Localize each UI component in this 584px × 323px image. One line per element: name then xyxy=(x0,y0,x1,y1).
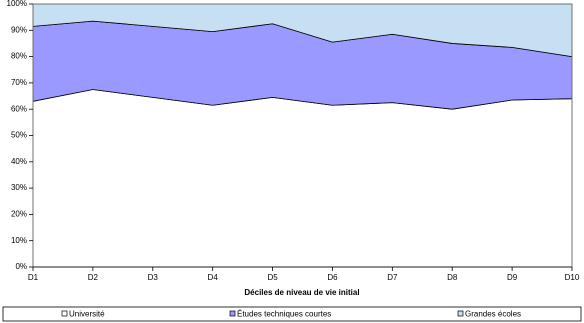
x-tick-label: D4 xyxy=(208,273,219,282)
legend-label: Université xyxy=(69,310,105,319)
area xyxy=(32,89,573,268)
y-tick-label: 60% xyxy=(11,104,27,113)
x-tick-label: D2 xyxy=(88,273,99,282)
x-tick-label: D9 xyxy=(507,273,518,282)
legend-swatch xyxy=(457,310,464,317)
y-tick-label: 50% xyxy=(11,131,27,140)
legend-box xyxy=(2,306,582,322)
legend-swatch xyxy=(61,310,68,317)
y-tick-label: 10% xyxy=(11,236,27,245)
x-tick-label: D6 xyxy=(327,273,338,282)
x-tick-label: D10 xyxy=(565,273,580,282)
x-tick-label: D8 xyxy=(447,273,458,282)
x-tick-label: D1 xyxy=(28,273,39,282)
x-tick-label: D5 xyxy=(267,273,278,282)
y-tick-label: 20% xyxy=(11,210,27,219)
y-tick-label: 80% xyxy=(11,52,27,61)
x-tick-label: D3 xyxy=(148,273,159,282)
y-tick-label: 100% xyxy=(7,0,27,8)
y-tick-label: 90% xyxy=(11,25,27,34)
legend-label: Grandes écoles xyxy=(465,310,521,319)
y-tick-label: 30% xyxy=(11,183,27,192)
x-tick-label: D7 xyxy=(387,273,398,282)
y-tick-label: 40% xyxy=(11,157,27,166)
y-tick-label: 70% xyxy=(11,78,27,87)
legend-label: Études techniques courtes xyxy=(237,310,331,319)
y-tick-label: 0% xyxy=(15,262,27,271)
x-axis-title: Déciles de niveau de vie initial xyxy=(244,288,359,297)
legend-swatch xyxy=(229,310,236,317)
